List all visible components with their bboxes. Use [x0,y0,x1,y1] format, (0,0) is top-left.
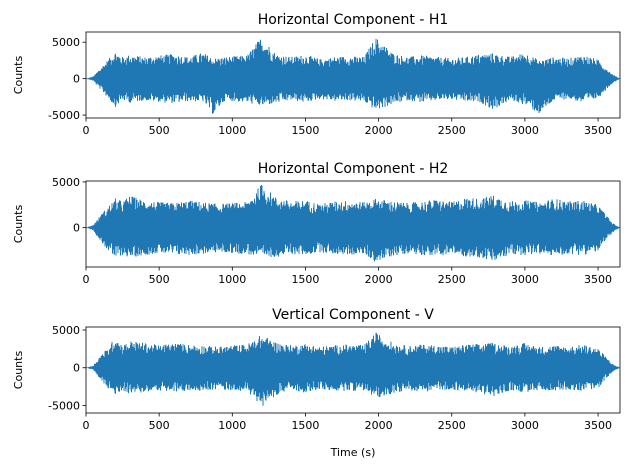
x-tick-label: 3500 [584,273,612,286]
x-tick-label: 3000 [511,124,539,137]
x-tick-label: 0 [83,273,90,286]
y-tick-label: 0 [73,222,80,235]
chart-title: Horizontal Component - H1 [258,12,449,28]
y-axis-label: Counts [12,56,25,95]
x-tick-label: 1500 [291,419,319,432]
x-tick-label: 500 [149,419,170,432]
y-axis-label: Counts [12,205,25,244]
x-tick-label: 1000 [218,419,246,432]
x-axis-label: Time (s) [330,446,376,459]
x-tick-label: 2000 [365,419,393,432]
chart-title: Horizontal Component - H2 [258,161,449,177]
x-tick-label: 3500 [584,419,612,432]
x-tick-label: 1000 [218,273,246,286]
x-tick-label: 500 [149,273,170,286]
x-tick-label: 2000 [365,124,393,137]
x-tick-label: 3500 [584,124,612,137]
x-tick-label: 3000 [511,273,539,286]
x-tick-label: 2500 [438,273,466,286]
y-tick-label: 5000 [52,324,80,337]
y-tick-label: -5000 [48,399,80,412]
x-tick-label: 1500 [291,124,319,137]
waveform-series [86,184,620,262]
y-tick-label: 5000 [52,36,80,49]
plot-frame [85,31,621,119]
x-tick-label: 1500 [291,273,319,286]
x-tick-label: 0 [83,419,90,432]
x-tick-label: 1000 [218,124,246,137]
chart-title: Vertical Component - V [272,307,434,323]
plot-frame [85,326,621,414]
x-tick-label: 0 [83,124,90,137]
x-tick-label: 2500 [438,419,466,432]
x-tick-label: 2000 [365,273,393,286]
x-tick-label: 2500 [438,124,466,137]
x-tick-label: 500 [149,124,170,137]
plot-frame [85,180,621,268]
y-tick-label: 0 [73,73,80,86]
x-tick-label: 3000 [511,419,539,432]
y-axis-label: Counts [12,351,25,390]
y-tick-label: 0 [73,362,80,375]
y-tick-label: 5000 [52,176,80,189]
waveform-series [86,332,620,406]
y-tick-label: -5000 [48,109,80,122]
waveform-series [86,38,620,114]
